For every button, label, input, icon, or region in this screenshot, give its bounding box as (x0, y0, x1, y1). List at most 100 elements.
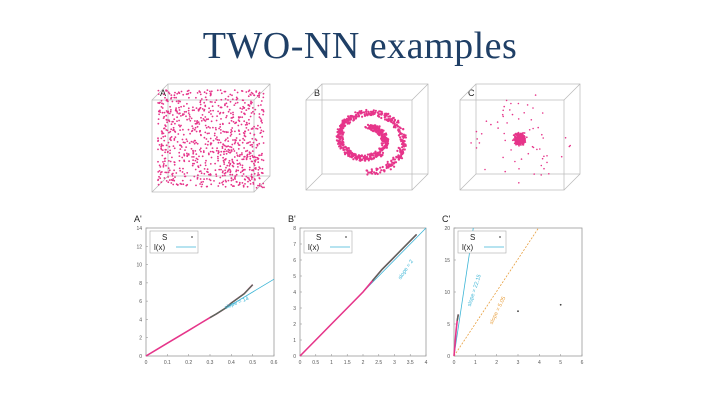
scatter-point (183, 159, 186, 162)
scatter-point (249, 155, 252, 158)
scatter-point (261, 135, 264, 138)
scatter-point (367, 110, 370, 114)
scatter-point (485, 120, 488, 122)
scatter-point (180, 115, 182, 117)
cube-front-face (305, 99, 413, 191)
scatter-point (219, 126, 222, 128)
scatter-point (223, 158, 226, 161)
slope-annotation: slope = 2 (397, 259, 415, 281)
scatter-point (159, 166, 162, 168)
scatter-point (263, 186, 265, 189)
scatter-point (373, 171, 376, 174)
scatter-point (219, 141, 222, 144)
scatter-point (209, 109, 212, 112)
scatter-point (381, 165, 384, 169)
scatter-point (393, 158, 396, 161)
scatter-point (194, 159, 197, 162)
scatter-point (201, 108, 204, 110)
scatter-point (171, 175, 174, 177)
scatter-point (247, 107, 250, 110)
scatter-point (248, 118, 250, 121)
scatter-point (251, 101, 253, 104)
scatter-point (258, 173, 260, 176)
scatter-point (191, 129, 194, 132)
scatter-point (523, 112, 525, 114)
scatter-point (262, 159, 265, 162)
scatter-point (192, 149, 194, 152)
scatter-point (236, 155, 239, 157)
scatter-point (194, 122, 197, 125)
scatter-point (376, 167, 379, 171)
cube-edge (151, 175, 169, 193)
scatter-point (363, 156, 366, 159)
scatter-point (526, 104, 529, 106)
scatter-point (396, 149, 399, 152)
scatter-point (178, 109, 181, 111)
scatter-point (196, 178, 199, 180)
scatter-point (232, 116, 235, 119)
scatter-point (192, 159, 195, 162)
scatter-point (199, 178, 202, 180)
scatter-point (359, 111, 362, 114)
x-tick-label: 0.5 (249, 360, 256, 366)
scatter-point (517, 137, 519, 140)
scatter-point (217, 185, 220, 187)
scatter-point (385, 163, 388, 167)
scatter-point (338, 130, 341, 134)
scatter-point (397, 128, 400, 131)
scatter-point (355, 158, 358, 161)
scatter-point (167, 141, 170, 144)
scatter-point (365, 112, 368, 115)
scatter-point (163, 157, 166, 160)
scatter-point (253, 125, 256, 128)
scatter-point (384, 143, 387, 146)
scatter-point (234, 102, 237, 105)
scatter-point (377, 133, 380, 136)
scatter-point (175, 96, 178, 99)
scatter-point (510, 149, 512, 151)
scatter-point (160, 144, 163, 147)
scatter-point (197, 165, 200, 168)
scatter-point (159, 173, 162, 176)
scatter-point (515, 143, 517, 146)
scatter-point (203, 178, 206, 181)
scatter-point (251, 176, 254, 179)
scatter-point (514, 138, 517, 141)
scatter-point (239, 164, 242, 166)
scatter-point (193, 139, 196, 142)
scatter-point (178, 106, 180, 109)
scatter-point (512, 134, 515, 137)
scatter-point (393, 122, 396, 125)
scatter-point (216, 138, 219, 141)
scatter-point (194, 126, 197, 129)
y-tick-label: 0 (293, 354, 296, 360)
scatter-point (181, 156, 184, 159)
scatter-point (393, 124, 397, 128)
scatter-point (163, 139, 166, 142)
scatter-point (385, 119, 389, 122)
panel-C-3d-scatter: C (459, 83, 581, 191)
scatter-point (366, 114, 369, 117)
scatter-point (366, 173, 369, 176)
scatter-point (158, 164, 161, 167)
scatter-point (233, 156, 236, 158)
scatter-point (235, 98, 238, 101)
scatter-point (340, 146, 343, 149)
scatter-point (165, 171, 168, 174)
scatter-point (260, 100, 263, 102)
x-tick-label: 1 (474, 360, 477, 366)
x-tick-label: 0.2 (185, 360, 192, 366)
chart-3: C' 0 1 2 3 4 5 6 0 5 10 15 20 Sl(x) slope = 22.15 slope… (442, 214, 584, 366)
scatter-point (169, 149, 172, 152)
scatter-point (253, 94, 255, 97)
scatter-point (257, 172, 260, 174)
scatter-point (229, 145, 231, 148)
scatter-point (194, 120, 196, 122)
scatter-point (502, 109, 505, 112)
scatter-point (192, 127, 194, 130)
scatter-point (185, 146, 188, 149)
data-curve-upper (209, 284, 254, 319)
scatter-point (392, 116, 395, 119)
scatter-point (251, 137, 254, 140)
scatter-point (217, 151, 220, 154)
